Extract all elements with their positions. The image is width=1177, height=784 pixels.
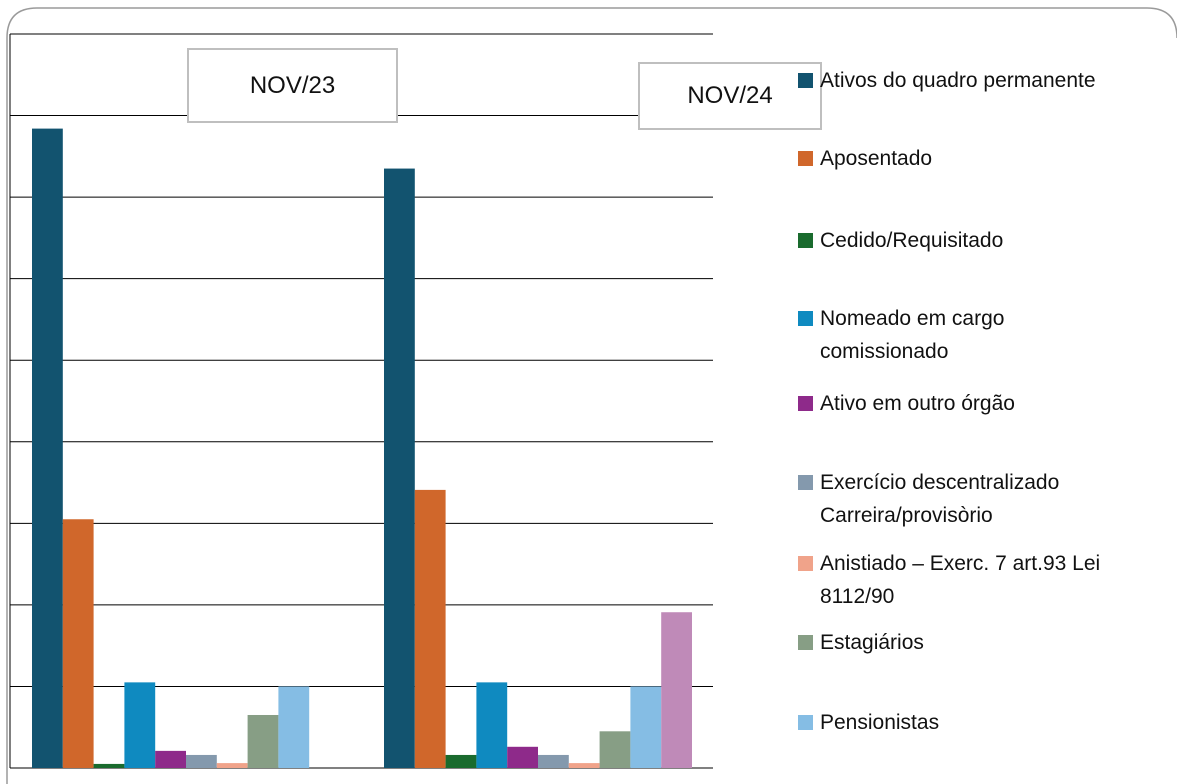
legend-item: Ativos do quadro permanente	[798, 64, 1168, 97]
legend-item: Aposentado	[798, 142, 1168, 175]
legend-swatch	[798, 73, 813, 88]
legend-swatch	[798, 715, 813, 730]
legend-label: Ativo em outro órgão	[820, 392, 1015, 415]
legend-item: Cedido/Requisitado	[798, 224, 1168, 257]
bar	[661, 612, 692, 768]
frame	[6, 7, 1177, 784]
category-label: NOV/24	[638, 62, 822, 130]
legend-label: Nomeado em cargo comissionado	[820, 307, 1005, 363]
legend-label: Aposentado	[820, 147, 933, 170]
bar	[278, 686, 310, 768]
legend-item: Nomeado em cargo comissionado	[798, 302, 1168, 368]
legend-swatch	[798, 635, 813, 650]
legend-label: Estagiários	[820, 631, 924, 654]
category-label: NOV/23	[187, 48, 398, 123]
bar	[476, 682, 508, 768]
bar	[155, 750, 186, 768]
legend-item: Estagiários	[798, 626, 1168, 659]
legend-label: Exercício descentralizado Carreira/provi…	[820, 471, 1060, 527]
bar	[32, 128, 63, 769]
legend-swatch	[798, 475, 813, 490]
legend-label: Cedido/Requisitado	[820, 229, 1004, 252]
legend-label: Ativos do quadro permanente	[820, 69, 1096, 92]
bar	[384, 168, 415, 769]
bar	[630, 686, 662, 768]
legend-label: Pensionistas	[820, 711, 940, 734]
legend-item: Pensionistas	[798, 706, 1168, 739]
bar	[216, 763, 248, 768]
legend-item: Exercício descentralizado Carreira/provi…	[798, 466, 1168, 532]
bar	[186, 754, 217, 768]
legend-swatch	[798, 151, 813, 166]
legend-swatch	[798, 556, 813, 571]
legend-swatch	[798, 233, 813, 248]
bar	[568, 763, 600, 768]
bar	[414, 489, 446, 768]
bar	[538, 754, 569, 768]
legend-label: Anistiado – Exerc. 7 art.93 Lei 8112/90	[820, 552, 1101, 608]
bar	[93, 763, 125, 768]
legend-swatch	[798, 311, 813, 326]
bar	[507, 746, 538, 768]
bar	[599, 731, 631, 768]
bar	[62, 519, 94, 768]
legend-swatch	[798, 396, 813, 411]
bar	[124, 682, 156, 768]
legend-item: Anistiado – Exerc. 7 art.93 Lei 8112/90	[798, 547, 1168, 613]
legend-item: Ativo em outro órgão	[798, 387, 1168, 420]
bar	[247, 714, 279, 768]
bar	[445, 754, 477, 768]
